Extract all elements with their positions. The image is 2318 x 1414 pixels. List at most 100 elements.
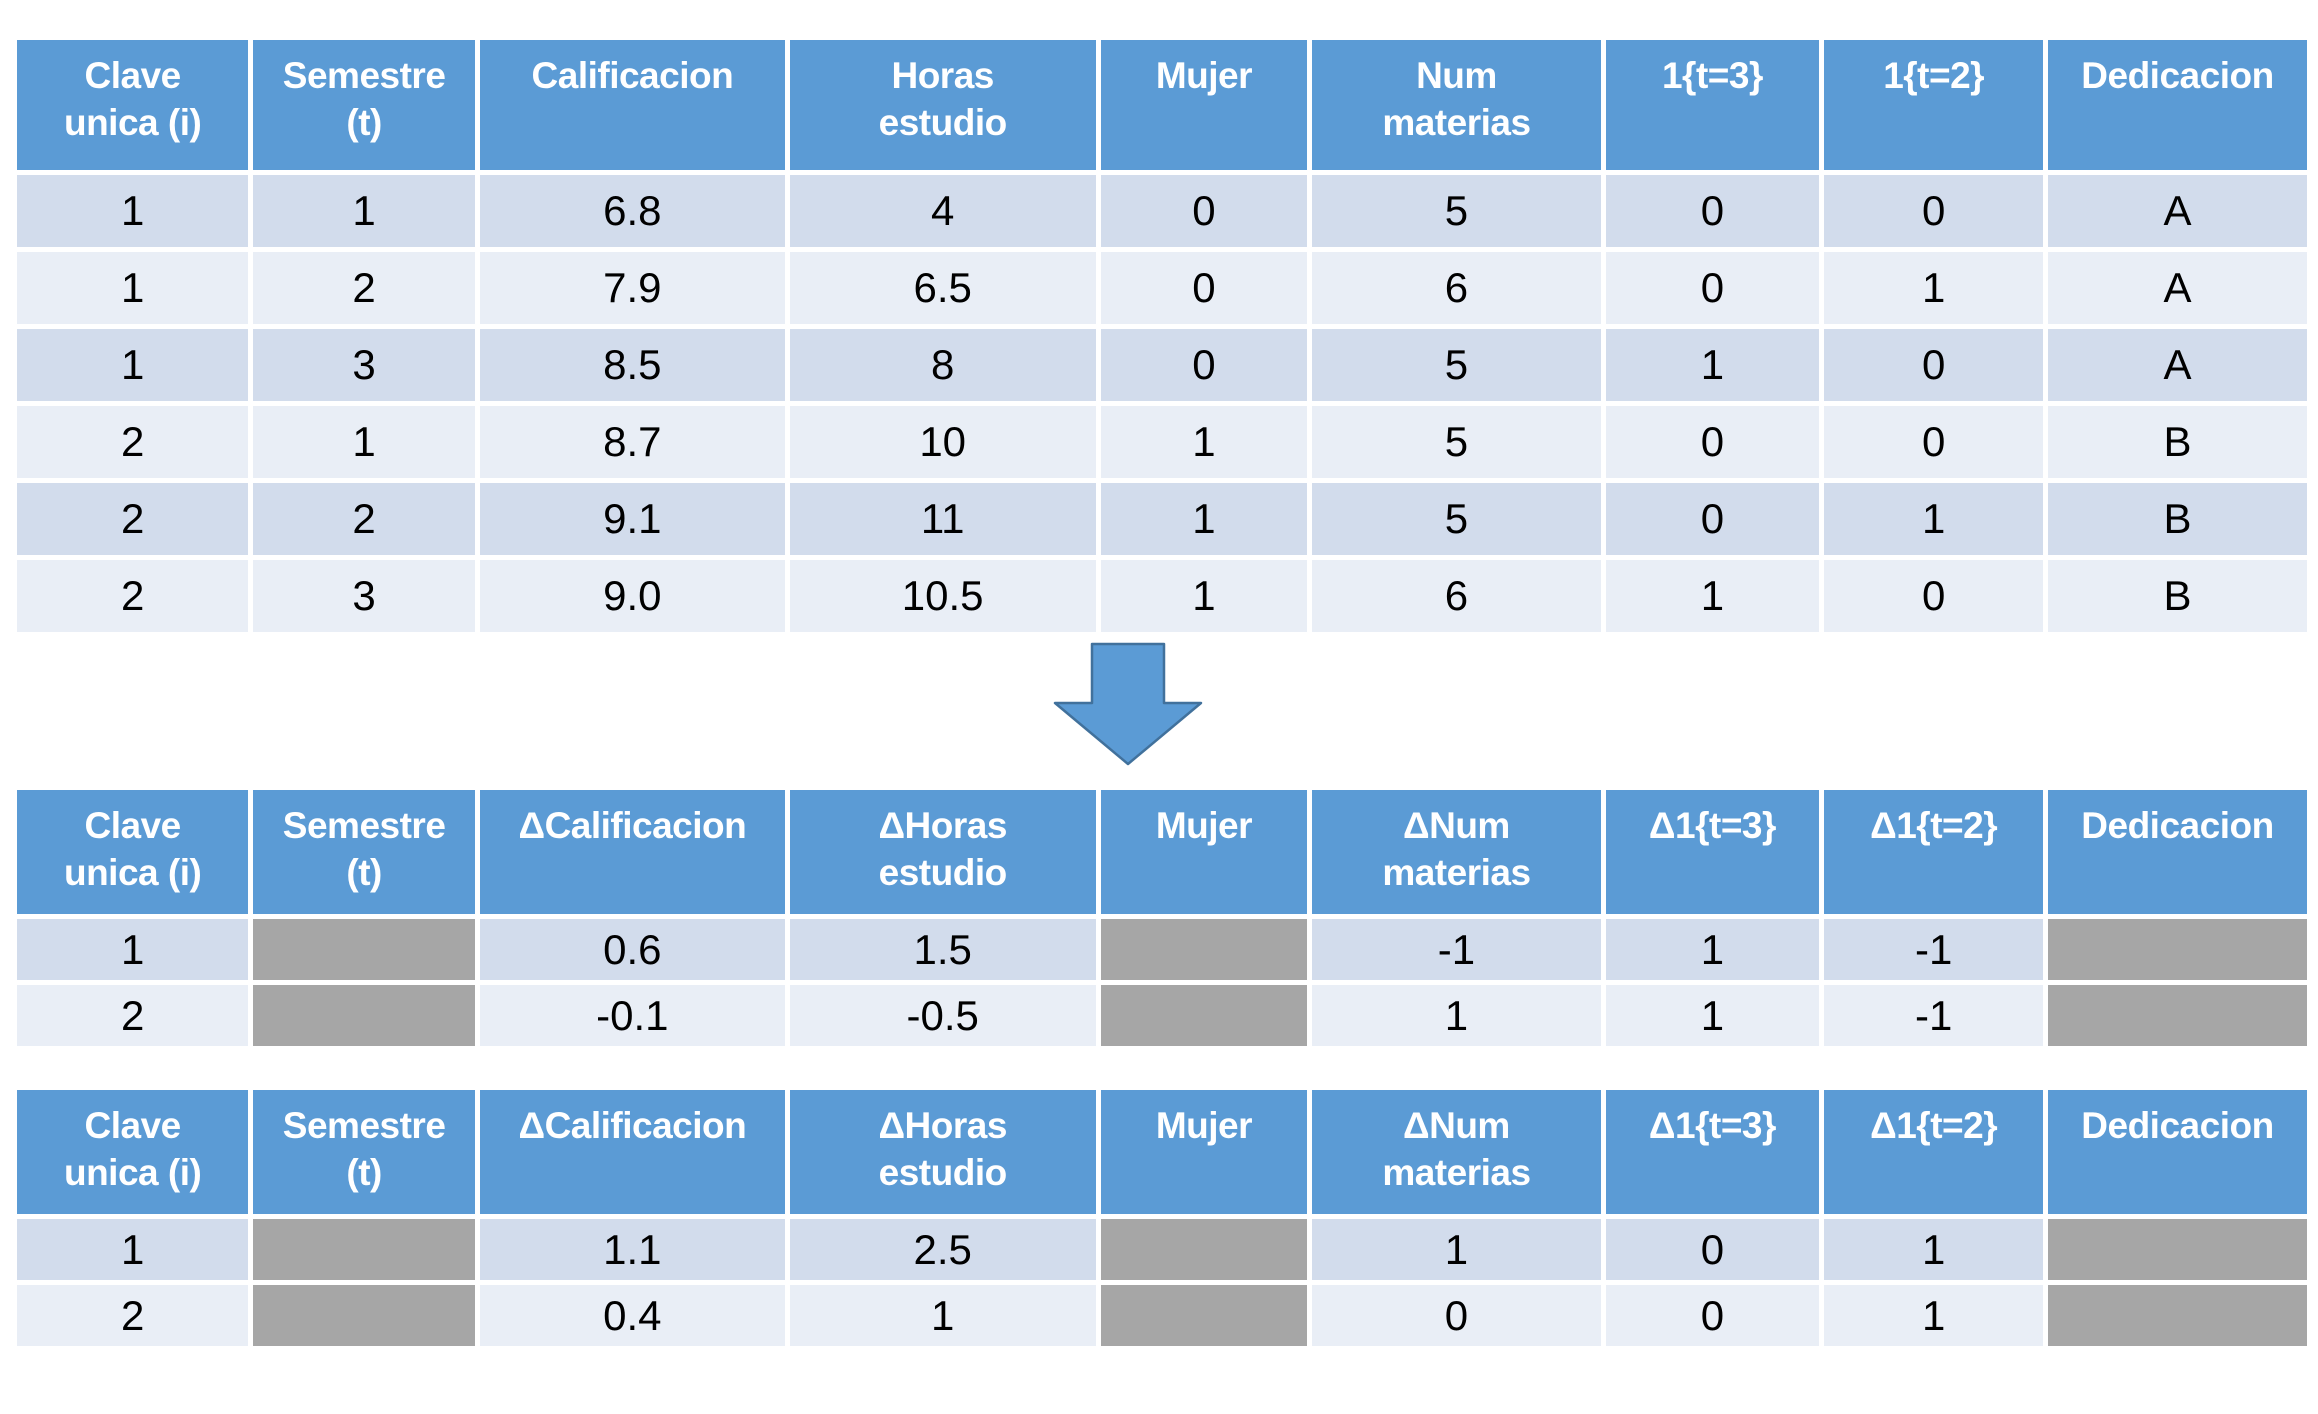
- header-line: materias: [1382, 852, 1531, 893]
- data-cell: 4: [789, 175, 1096, 247]
- header-line: Num: [1416, 55, 1497, 96]
- data-cell: 1: [17, 175, 249, 247]
- header-row: Clave unica (i) Semestre (t) ΔCalificacion ΔH…: [17, 1090, 2307, 1214]
- header-cell: 1{t=3}: [1605, 40, 1820, 170]
- blanked-cell: [2047, 1285, 2307, 1346]
- data-cell: 6: [1312, 560, 1601, 632]
- table-row: 2 1 8.7 10 1 5 0 0 B: [17, 406, 2307, 478]
- data-cell: 0: [1605, 252, 1820, 324]
- header-line: Mujer: [1155, 1105, 1253, 1146]
- data-cell: 10: [789, 406, 1096, 478]
- blanked-cell: [2047, 1219, 2307, 1280]
- data-cell: 6.5: [789, 252, 1096, 324]
- header-row: Clave unica (i) Semestre (t) Calificacion Hor…: [17, 40, 2307, 170]
- data-cell: 1: [17, 252, 249, 324]
- header-line: Dedicacion: [2081, 55, 2274, 96]
- header-line: estudio: [878, 1152, 1008, 1193]
- data-cell: 0: [1605, 406, 1820, 478]
- data-cell: 1: [17, 329, 249, 401]
- blanked-cell: [1100, 985, 1308, 1046]
- data-cell: 2: [17, 483, 249, 555]
- header-line: Mujer: [1155, 55, 1253, 96]
- blanked-cell: [253, 1219, 475, 1280]
- data-cell: -1: [1824, 919, 2043, 980]
- header-line: Clave: [84, 1105, 182, 1146]
- blanked-cell: [253, 985, 475, 1046]
- header-line: ΔHoras: [878, 1105, 1007, 1146]
- data-cell: 2.5: [789, 1219, 1096, 1280]
- header-line: ΔHoras: [878, 805, 1007, 846]
- header-cell: ΔCalificacion: [479, 1090, 785, 1214]
- data-cell: 0.6: [479, 919, 785, 980]
- data-cell: 5: [1312, 175, 1601, 247]
- data-cell: 0: [1824, 560, 2043, 632]
- header-cell: Mujer: [1100, 40, 1308, 170]
- data-cell: A: [2047, 175, 2307, 247]
- table-first-differences-t3-t2: Clave unica (i) Semestre (t) ΔCalificacion ΔH…: [12, 1085, 2312, 1351]
- data-cell: 1: [17, 1219, 249, 1280]
- header-cell: ΔNum materias: [1312, 790, 1601, 914]
- data-cell: 9.0: [479, 560, 785, 632]
- table-row: 1 0.6 1.5 -1 1 -1: [17, 919, 2307, 980]
- header-cell: Dedicacion: [2047, 40, 2307, 170]
- blanked-cell: [1100, 919, 1308, 980]
- data-cell: 3: [253, 560, 475, 632]
- table-row: 1 1.1 2.5 1 0 1: [17, 1219, 2307, 1280]
- data-cell: 1.5: [789, 919, 1096, 980]
- header-line: Δ1{t=2}: [1870, 805, 1998, 846]
- data-cell: 0: [1824, 406, 2043, 478]
- data-cell: 1: [1312, 1219, 1601, 1280]
- data-cell: 5: [1312, 483, 1601, 555]
- data-cell: 9.1: [479, 483, 785, 555]
- header-line: Δ1{t=3}: [1648, 1105, 1776, 1146]
- header-line: Semestre: [282, 805, 446, 846]
- header-cell: Semestre (t): [253, 790, 475, 914]
- header-line: Horas: [891, 55, 994, 96]
- header-cell: Dedicacion: [2047, 790, 2307, 914]
- data-cell: 1: [1605, 985, 1820, 1046]
- header-cell: Mujer: [1100, 790, 1308, 914]
- data-cell: 2: [17, 406, 249, 478]
- header-line: Semestre: [282, 55, 446, 96]
- table-row: 2 3 9.0 10.5 1 6 1 0 B: [17, 560, 2307, 632]
- header-line: unica (i): [63, 1152, 202, 1193]
- table-row: 1 2 7.9 6.5 0 6 0 1 A: [17, 252, 2307, 324]
- data-cell: 2: [17, 1285, 249, 1346]
- data-cell: 1: [1824, 483, 2043, 555]
- header-cell: Δ1{t=2}: [1824, 790, 2043, 914]
- data-cell: 1: [1100, 483, 1308, 555]
- header-cell: Clave unica (i): [17, 40, 249, 170]
- table-original-wrap: Clave unica (i) Semestre (t) Calificacion Hor…: [12, 35, 2312, 637]
- header-line: Calificacion: [531, 55, 734, 96]
- header-line: Semestre: [282, 1105, 446, 1146]
- header-cell: ΔHoras estudio: [789, 790, 1096, 914]
- data-cell: -0.1: [479, 985, 785, 1046]
- header-line: (t): [346, 852, 382, 893]
- data-cell: A: [2047, 252, 2307, 324]
- data-cell: 1: [789, 1285, 1096, 1346]
- header-line: ΔNum: [1403, 1105, 1510, 1146]
- table-row: 2 2 9.1 11 1 5 0 1 B: [17, 483, 2307, 555]
- header-line: materias: [1382, 102, 1531, 143]
- data-cell: 0: [1100, 252, 1308, 324]
- data-cell: 0: [1605, 175, 1820, 247]
- blanked-cell: [253, 919, 475, 980]
- header-line: materias: [1382, 1152, 1531, 1193]
- data-cell: 8.5: [479, 329, 785, 401]
- data-cell: 1: [1824, 1285, 2043, 1346]
- header-line: Clave: [84, 805, 182, 846]
- data-cell: 1: [253, 406, 475, 478]
- table-row: 1 3 8.5 8 0 5 1 0 A: [17, 329, 2307, 401]
- data-cell: 1: [1605, 329, 1820, 401]
- data-cell: 1.1: [479, 1219, 785, 1280]
- data-cell: 0: [1605, 1219, 1820, 1280]
- down-arrow-icon: [1053, 642, 1203, 766]
- data-cell: 7.9: [479, 252, 785, 324]
- data-cell: 5: [1312, 329, 1601, 401]
- data-cell: 0: [1824, 329, 2043, 401]
- data-cell: 1: [1824, 252, 2043, 324]
- data-cell: 1: [17, 919, 249, 980]
- blanked-cell: [1100, 1219, 1308, 1280]
- data-cell: -0.5: [789, 985, 1096, 1046]
